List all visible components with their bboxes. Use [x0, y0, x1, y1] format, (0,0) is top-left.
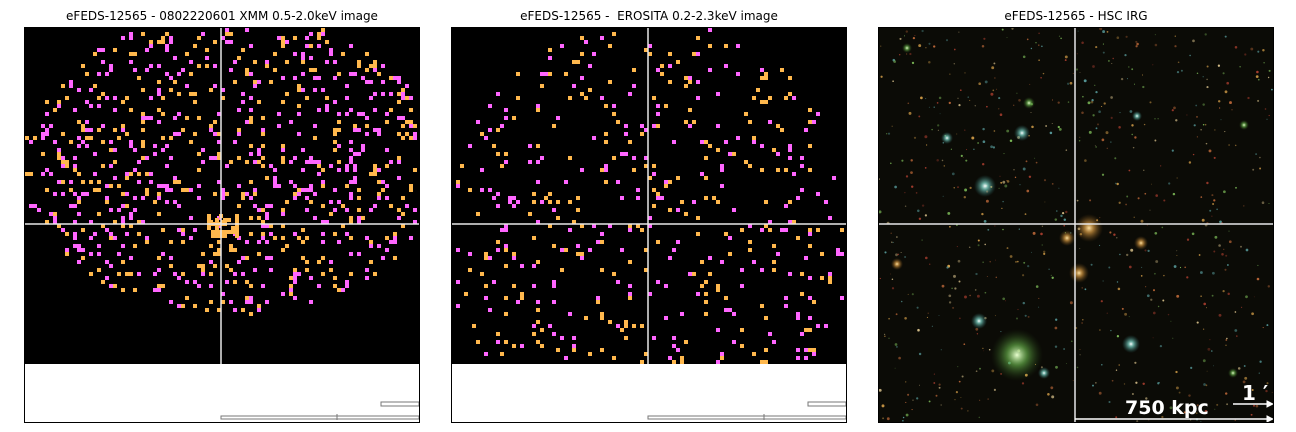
scale-arrow-icon	[220, 401, 419, 420]
xray-counts-image-icon	[456, 28, 844, 364]
xray-image-frame	[24, 27, 420, 423]
panel-erosita: eFEDS-12565 - EROSITA 0.2-2.3keV image	[451, 0, 847, 432]
panel-title: eFEDS-12565 - HSC IRG	[1004, 9, 1148, 23]
panel-title: eFEDS-12565 - EROSITA 0.2-2.3keV image	[520, 9, 778, 23]
hsc-image	[879, 28, 1273, 422]
optical-image-frame: 1 ′ 750 kpc	[878, 27, 1274, 423]
xray-image-frame	[451, 27, 847, 423]
optical-color-image-icon	[879, 28, 1273, 422]
panel-title: eFEDS-12565 - 0802220601 XMM 0.5-2.0keV …	[66, 9, 378, 23]
scale-arrow-icon	[1075, 400, 1273, 422]
xray-counts-image-icon	[25, 28, 417, 316]
scale-arrow-icon	[647, 401, 846, 420]
xmm-image	[25, 28, 419, 420]
scale-bar-angular-label: 1 ′	[1242, 381, 1269, 405]
panel-hsc: eFEDS-12565 - HSC IRG 1 ′ 750 kpc	[878, 0, 1274, 432]
image-background	[452, 28, 846, 364]
erosita-image	[452, 28, 846, 420]
scale-bar-physical-label: 750 kpc	[1125, 397, 1209, 419]
panel-xmm: eFEDS-12565 - 0802220601 XMM 0.5-2.0keV …	[24, 0, 420, 432]
